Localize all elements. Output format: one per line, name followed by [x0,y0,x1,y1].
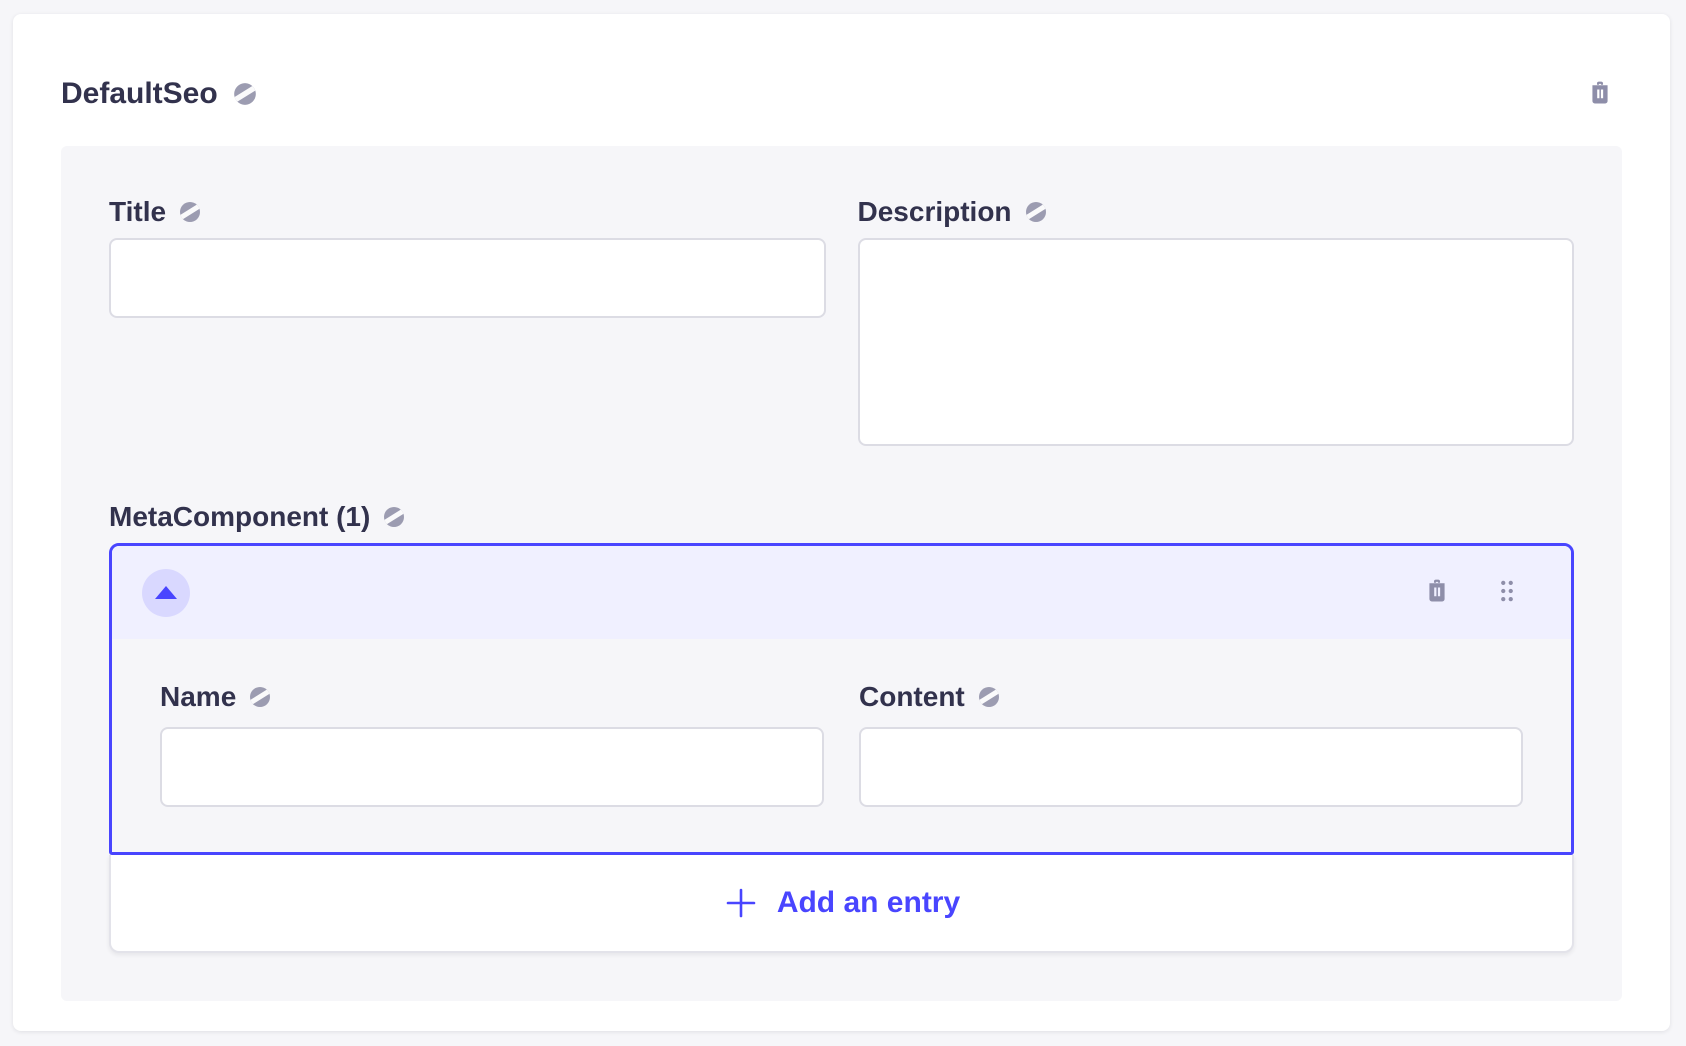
delete-entry-button[interactable] [1415,571,1459,615]
globe-icon [1024,200,1048,224]
description-input[interactable] [857,238,1574,446]
name-field: Name [160,681,824,807]
globe-icon [232,81,258,107]
meta-entry-body: Name [112,639,1571,852]
globe-icon [382,505,406,529]
add-entry-label: Add an entry [776,886,961,919]
component-title: DefaultSeo [61,77,218,110]
meta-entries-list: Name [109,543,1574,953]
drag-handle-icon [1492,576,1522,609]
meta-entry: Name [109,543,1574,855]
name-input[interactable] [160,727,824,807]
meta-component-section: MetaComponent (1) [109,501,1574,953]
collapse-entry-button[interactable] [142,568,190,617]
drag-handle[interactable] [1485,571,1529,615]
content-field-label: Content [859,681,965,712]
component-header: DefaultSeo [61,72,1622,116]
trash-icon [1586,79,1614,110]
name-field-label: Name [160,681,237,712]
add-entry-button[interactable]: Add an entry [109,855,1574,953]
meta-entry-header [112,546,1571,639]
title-field: Title [109,196,826,318]
plus-icon [723,885,759,921]
caret-up-icon [155,586,177,599]
meta-component-label: MetaComponent (1) [109,501,371,532]
description-field: Description [857,196,1574,451]
globe-icon [248,685,272,709]
trash-icon [1423,577,1451,608]
title-field-label: Title [109,196,167,227]
component-body-panel: Title Description [61,146,1622,1001]
content-field: Content [859,681,1523,807]
description-field-label: Description [857,196,1012,227]
delete-component-button[interactable] [1578,72,1622,116]
globe-icon [977,685,1001,709]
title-input[interactable] [109,238,826,318]
globe-icon [178,200,202,224]
content-input[interactable] [859,727,1523,807]
component-card: DefaultSeo Title [13,14,1670,1031]
